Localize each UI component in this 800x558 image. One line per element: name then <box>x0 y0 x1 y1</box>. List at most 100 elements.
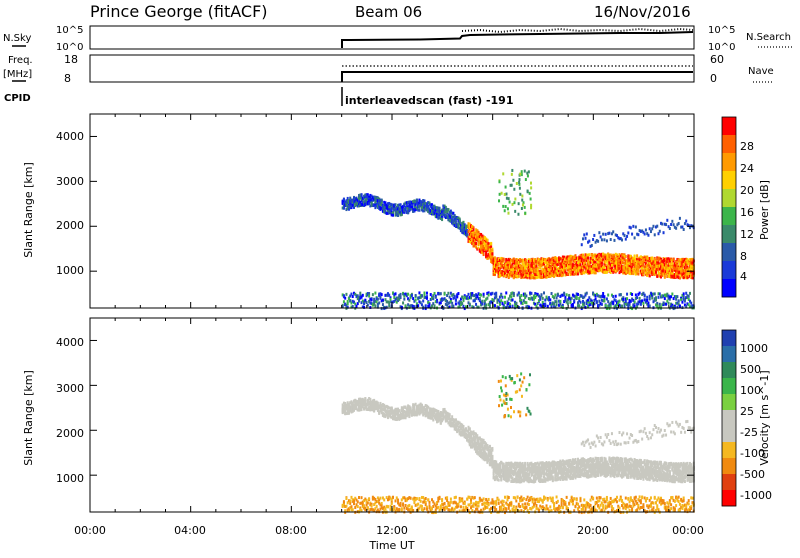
heatmap-cell <box>630 226 632 229</box>
freq-panel-frame <box>90 55 694 82</box>
heatmap-cell <box>606 239 608 242</box>
heatmap-cell <box>598 231 600 234</box>
heatmap-cell <box>359 292 361 295</box>
heatmap-cell <box>391 407 393 410</box>
heatmap-cell <box>491 252 493 255</box>
colorbar-swatch <box>722 279 736 297</box>
heatmap-cell <box>518 291 520 294</box>
power-heatmap <box>342 169 695 310</box>
power-cbar-tick-28: 28 <box>740 140 754 153</box>
heatmap-cell <box>481 303 483 306</box>
heatmap-cell <box>511 173 513 176</box>
heatmap-cell <box>608 232 610 235</box>
heatmap-cell <box>383 498 385 501</box>
heatmap-cell <box>511 169 513 172</box>
heatmap-cell <box>426 292 428 295</box>
heatmap-cell <box>524 212 526 215</box>
heatmap-cell <box>434 292 436 295</box>
heatmap-cell <box>666 219 668 222</box>
heatmap-cell <box>582 237 584 240</box>
heatmap-cell <box>388 304 390 307</box>
heatmap-cell <box>649 227 651 230</box>
heatmap-cell <box>646 299 648 302</box>
heatmap-cell <box>364 508 366 511</box>
heatmap-cell <box>665 303 667 306</box>
heatmap-cell <box>468 293 470 296</box>
heatmap-cell <box>392 496 394 499</box>
power-ytick-2000: 2000 <box>56 219 84 232</box>
heatmap-cell <box>495 294 497 297</box>
heatmap-cell <box>518 178 520 181</box>
heatmap-cell <box>620 293 622 296</box>
heatmap-cell <box>675 298 677 301</box>
heatmap-cell <box>588 253 590 256</box>
heatmap-cell <box>503 258 505 261</box>
heatmap-cell <box>634 300 636 303</box>
heatmap-cell <box>401 507 403 510</box>
heatmap-cell <box>586 292 588 295</box>
heatmap-cell <box>530 182 532 185</box>
heatmap-cell <box>357 500 359 503</box>
heatmap-cell <box>529 192 531 195</box>
heatmap-cell <box>567 302 569 305</box>
power-ytick-3000: 3000 <box>56 175 84 188</box>
heatmap-cell <box>353 499 355 502</box>
heatmap-cell <box>530 197 532 200</box>
heatmap-cell <box>540 293 542 296</box>
heatmap-cell <box>513 188 515 191</box>
station-title: Prince George (fitACF) <box>90 2 268 21</box>
heatmap-cell <box>632 225 634 228</box>
heatmap-cell <box>502 205 504 208</box>
heatmap-cell <box>586 232 588 235</box>
power-cbar-label: Power [dB] <box>758 180 771 240</box>
heatmap-cell <box>650 230 652 233</box>
heatmap-cell <box>452 305 454 308</box>
heatmap-cell <box>610 238 612 241</box>
heatmap-cell <box>621 238 623 241</box>
nsearch-tick-bottom: 10^0 <box>708 42 735 53</box>
heatmap-cell <box>683 292 685 295</box>
heatmap-cell <box>422 300 424 303</box>
heatmap-cell <box>374 304 376 307</box>
heatmap-cell <box>527 174 529 177</box>
heatmap-cell <box>395 203 397 206</box>
heatmap-cell <box>569 301 571 304</box>
beam-title: Beam 06 <box>355 3 422 21</box>
heatmap-cell <box>421 294 423 297</box>
heatmap-cell <box>587 257 589 260</box>
heatmap-cell <box>553 296 555 299</box>
heatmap-cell <box>606 271 608 274</box>
heatmap-cell <box>676 295 678 298</box>
heatmap-cell <box>521 195 523 198</box>
heatmap-cell <box>626 235 628 238</box>
heatmap-cell <box>435 296 437 299</box>
heatmap-cell <box>369 306 371 309</box>
cpid-label: CPID <box>4 93 31 104</box>
heatmap-cell <box>634 236 636 239</box>
heatmap-cell <box>518 181 520 184</box>
heatmap-cell <box>405 504 407 507</box>
heatmap-cell <box>499 303 501 306</box>
heatmap-cell <box>400 502 402 505</box>
heatmap-cell <box>595 271 597 274</box>
heatmap-cell <box>626 293 628 296</box>
colorbar-swatch <box>722 153 736 171</box>
heatmap-cell <box>639 292 641 295</box>
heatmap-cell <box>505 291 507 294</box>
heatmap-cell <box>663 231 665 234</box>
heatmap-cell <box>636 254 638 257</box>
heatmap-cell <box>635 225 637 228</box>
heatmap-cell <box>455 299 457 302</box>
heatmap-cell <box>655 298 657 301</box>
power-ytick-4000: 4000 <box>56 130 84 143</box>
colorbar-swatch <box>722 135 736 153</box>
heatmap-cell <box>559 300 561 303</box>
nave-tick-bottom: 0 <box>710 72 717 85</box>
power-cbar-tick-24: 24 <box>740 162 754 175</box>
heatmap-cell <box>646 296 648 299</box>
power-cbar-tick-16: 16 <box>740 206 754 219</box>
heatmap-cell <box>527 190 529 193</box>
heatmap-cell <box>491 292 493 295</box>
heatmap-cell <box>428 303 430 306</box>
